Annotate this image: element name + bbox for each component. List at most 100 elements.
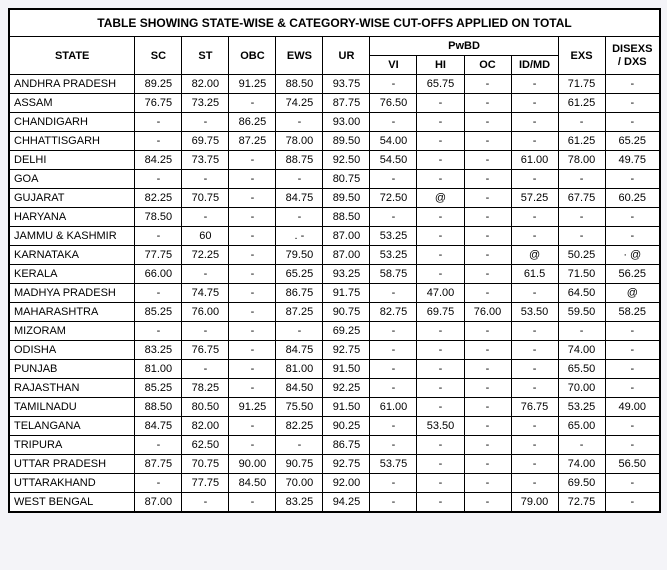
cell-hi: 47.00 [417, 284, 464, 303]
cell-ur: 86.75 [323, 436, 370, 455]
cell-exs: 50.25 [558, 246, 605, 265]
cell-obc: - [229, 189, 276, 208]
cell-hi: - [417, 94, 464, 113]
cell-exs: 74.00 [558, 341, 605, 360]
cell-idmd: 61.00 [511, 151, 558, 170]
cell-ews: 79.50 [276, 246, 323, 265]
cell-obc: - [229, 265, 276, 284]
cell-hi: - [417, 455, 464, 474]
cell-obc: - [229, 417, 276, 436]
col-vi: VI [370, 56, 417, 75]
cell-oc: - [464, 246, 511, 265]
table-row: WEST BENGAL87.00--83.2594.25---79.0072.7… [10, 493, 660, 512]
col-hi: HI [417, 56, 464, 75]
cell-state: UTTAR PRADESH [10, 455, 135, 474]
table-row: CHHATTISGARH-69.7587.2578.0089.5054.00--… [10, 132, 660, 151]
cell-vi: - [370, 417, 417, 436]
cell-oc: - [464, 284, 511, 303]
table-row: GUJARAT82.2570.75-84.7589.5072.50@-57.25… [10, 189, 660, 208]
cell-idmd: - [511, 360, 558, 379]
cell-ews: 70.00 [276, 474, 323, 493]
col-exs: EXS [558, 37, 605, 75]
cell-exs: 71.50 [558, 265, 605, 284]
cell-st: 70.75 [182, 189, 229, 208]
cell-oc: - [464, 455, 511, 474]
cell-vi: - [370, 474, 417, 493]
cell-hi: - [417, 379, 464, 398]
cell-ur: 94.25 [323, 493, 370, 512]
cell-sc: - [135, 474, 182, 493]
cell-hi: - [417, 360, 464, 379]
cell-vi: 76.50 [370, 94, 417, 113]
cell-obc: - [229, 436, 276, 455]
cell-st: - [182, 113, 229, 132]
cell-obc: 86.25 [229, 113, 276, 132]
cell-idmd: - [511, 341, 558, 360]
cell-disexs: - [605, 227, 659, 246]
cell-hi: - [417, 322, 464, 341]
cell-st: - [182, 170, 229, 189]
table-row: ODISHA83.2576.75-84.7592.75----74.00- [10, 341, 660, 360]
cell-st: 70.75 [182, 455, 229, 474]
cell-exs: 72.75 [558, 493, 605, 512]
cell-disexs: - [605, 360, 659, 379]
cell-ur: 80.75 [323, 170, 370, 189]
cell-ur: 88.50 [323, 208, 370, 227]
cell-hi: - [417, 493, 464, 512]
cell-vi: 58.75 [370, 265, 417, 284]
cell-sc: - [135, 113, 182, 132]
cell-disexs: - [605, 379, 659, 398]
cell-idmd: - [511, 170, 558, 189]
cell-st: 72.25 [182, 246, 229, 265]
table-row: PUNJAB81.00--81.0091.50----65.50- [10, 360, 660, 379]
cell-disexs: - [605, 341, 659, 360]
cell-disexs: - [605, 113, 659, 132]
cell-st: 82.00 [182, 75, 229, 94]
table-row: ANDHRA PRADESH89.2582.0091.2588.5093.75-… [10, 75, 660, 94]
cell-state: WEST BENGAL [10, 493, 135, 512]
cell-obc: - [229, 284, 276, 303]
cell-idmd: - [511, 227, 558, 246]
cell-st: 76.00 [182, 303, 229, 322]
cell-sc: 76.75 [135, 94, 182, 113]
cell-vi: 72.50 [370, 189, 417, 208]
cell-exs: 64.50 [558, 284, 605, 303]
cell-sc: 77.75 [135, 246, 182, 265]
cell-obc: - [229, 170, 276, 189]
cell-idmd: - [511, 379, 558, 398]
cell-sc: 87.00 [135, 493, 182, 512]
cell-ews: 78.00 [276, 132, 323, 151]
cell-exs: 65.50 [558, 360, 605, 379]
cell-state: KERALA [10, 265, 135, 284]
cell-vi: 53.75 [370, 455, 417, 474]
cell-ews: 75.50 [276, 398, 323, 417]
cell-disexs: 58.25 [605, 303, 659, 322]
cell-ur: 92.25 [323, 379, 370, 398]
cell-hi: - [417, 436, 464, 455]
cell-ur: 91.50 [323, 398, 370, 417]
cell-state: JAMMU & KASHMIR [10, 227, 135, 246]
cell-sc: 89.25 [135, 75, 182, 94]
cell-idmd: - [511, 113, 558, 132]
cell-st: 60 [182, 227, 229, 246]
cell-idmd: - [511, 455, 558, 474]
cell-hi: - [417, 474, 464, 493]
cell-disexs: - [605, 322, 659, 341]
cell-sc: 82.25 [135, 189, 182, 208]
cell-exs: - [558, 436, 605, 455]
cell-sc: - [135, 227, 182, 246]
cell-state: UTTARAKHAND [10, 474, 135, 493]
cell-state: ASSAM [10, 94, 135, 113]
cell-idmd: - [511, 436, 558, 455]
cell-vi: 61.00 [370, 398, 417, 417]
cell-idmd: 79.00 [511, 493, 558, 512]
cell-oc: - [464, 398, 511, 417]
cell-ur: 91.75 [323, 284, 370, 303]
cell-exs: - [558, 113, 605, 132]
cell-hi: - [417, 265, 464, 284]
cell-st: 77.75 [182, 474, 229, 493]
table-body: ANDHRA PRADESH89.2582.0091.2588.5093.75-… [10, 75, 660, 512]
table-row: KERALA66.00--65.2593.2558.75--61.571.505… [10, 265, 660, 284]
cell-ur: 69.25 [323, 322, 370, 341]
cell-idmd: - [511, 474, 558, 493]
